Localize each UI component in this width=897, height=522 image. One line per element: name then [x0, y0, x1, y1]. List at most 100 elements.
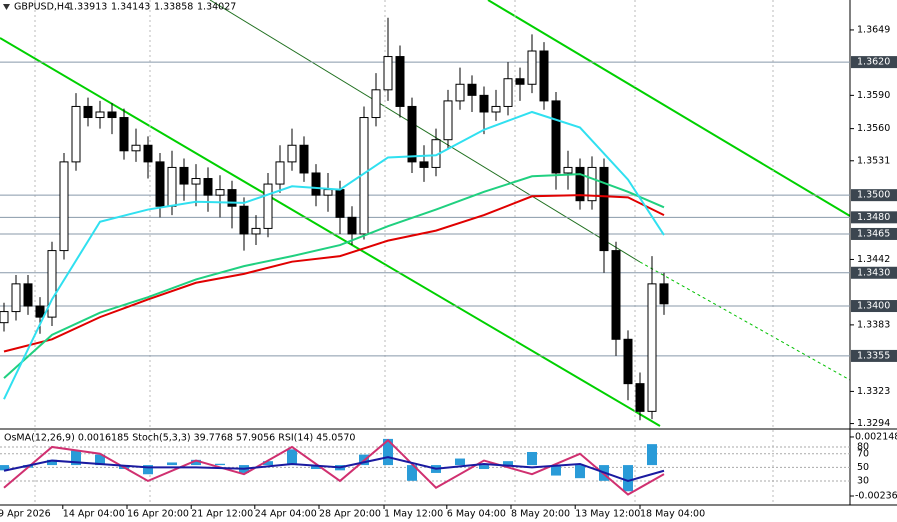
level-box: [851, 227, 897, 240]
candle-body: [299, 144, 309, 174]
trend-lines: [0, 0, 851, 427]
header-value: 1.33858: [154, 2, 193, 13]
indicator-line: [3, 456, 665, 482]
osma-bar: [47, 459, 57, 466]
x-tick-label: 18 May 04:00: [640, 509, 705, 520]
y2-tick-label: 70: [857, 448, 869, 459]
osma-bar: [287, 449, 297, 466]
y2-tick-label: 80: [857, 441, 869, 452]
y-tick-label: 1.3560: [857, 123, 890, 134]
osma-bar: [455, 458, 465, 466]
candle-body: [239, 205, 249, 235]
osma-bar: [311, 465, 321, 470]
y-tick-label: 1.3294: [857, 418, 890, 429]
trend-line: [0, 37, 661, 427]
y-tick-label: 1.3323: [857, 386, 890, 397]
candle-body: [191, 178, 201, 185]
osma-bar: [647, 444, 657, 466]
candle-body: [491, 105, 501, 113]
candle-body: [167, 166, 177, 207]
candle-body: [143, 144, 153, 163]
level-box: [851, 211, 897, 224]
y2-tick-label: 30: [857, 475, 869, 486]
candle-body: [647, 283, 657, 412]
candle-body: [515, 78, 525, 85]
indicator-line: [3, 173, 665, 379]
osma-bar: [95, 454, 105, 466]
candle-body: [83, 105, 93, 119]
y-tick-label: 1.3383: [857, 319, 890, 330]
candle-body: [527, 50, 537, 85]
y-tick-label: 1.3442: [857, 254, 890, 265]
candle-body: [107, 111, 117, 119]
y2-tick-label: 50: [857, 462, 869, 473]
candle-body: [119, 117, 129, 152]
osma-bar: [407, 465, 417, 481]
y-tick-label: 0.0021487: [855, 431, 897, 442]
level-box: [851, 56, 897, 69]
osma-bar: [0, 465, 9, 471]
osma-bar: [263, 461, 273, 466]
indicator-title: OsMA(12,26,9) 0.0016185 Stoch(5,3,3) 39.…: [4, 433, 355, 444]
osma-bar: [167, 462, 177, 466]
indicator-line: [3, 438, 665, 496]
candle-body: [131, 144, 141, 152]
trend-line: [487, 0, 851, 217]
header-value: 1.34143: [111, 2, 150, 13]
level-box: [851, 349, 897, 362]
candle-body: [551, 100, 561, 174]
candle-body: [635, 383, 645, 412]
indicator-line: [3, 110, 665, 400]
x-tick-label: 8 May 20:00: [511, 509, 570, 520]
candle-body: [215, 189, 225, 196]
candle-body: [251, 227, 261, 235]
trend-line: [209, 0, 641, 263]
level-box: [851, 266, 897, 279]
candle-body: [227, 189, 237, 207]
osma-bar: [503, 461, 513, 466]
candle-body: [0, 311, 9, 324]
candle-body: [35, 305, 45, 318]
osma-bar: [191, 459, 201, 466]
header-value: 1.33913: [68, 2, 107, 13]
candle-body: [479, 94, 489, 113]
x-tick-label: 16 Apr 20:00: [127, 509, 189, 520]
candle-body: [263, 183, 273, 229]
candle-body: [179, 166, 189, 185]
level-label: 1.3620: [857, 57, 890, 68]
x-tick-label: 9 Apr 2026: [0, 509, 51, 520]
osma-bar: [551, 465, 561, 476]
osma-bar: [479, 465, 489, 470]
x-tick-label: 1 May 12:00: [384, 509, 443, 520]
candle-body: [587, 166, 597, 202]
candle-body: [95, 111, 105, 119]
candle-body: [383, 56, 393, 91]
osma-bar: [71, 450, 81, 466]
candle-body: [311, 172, 321, 196]
x-tick-label: 21 Apr 12:00: [191, 509, 253, 520]
x-tick-label: 28 Apr 20:00: [319, 509, 381, 520]
candle-body: [659, 283, 669, 305]
candle-body: [71, 105, 81, 163]
candle-body: [575, 166, 585, 202]
day-separators: [34, 0, 774, 505]
candle-body: [539, 50, 549, 102]
candle-body: [335, 189, 345, 218]
level-label: 1.3500: [857, 190, 890, 201]
level-label: 1.3480: [857, 212, 890, 223]
osma-bar: [575, 465, 585, 479]
osma-bar: [143, 465, 153, 475]
osma-bar: [623, 465, 633, 492]
y-tick-label: 1.3590: [857, 90, 890, 101]
candle-body: [47, 250, 57, 318]
candle-body: [287, 144, 297, 163]
y-tick-label: -0.002361: [855, 490, 897, 501]
x-tick-label: 24 Apr 04:00: [255, 509, 317, 520]
candle-body: [563, 166, 573, 174]
y-tick-label: 1.3649: [857, 24, 890, 35]
x-tick-label: 14 Apr 04:00: [63, 509, 125, 520]
menu-icon: [3, 4, 10, 10]
candle-body: [455, 83, 465, 102]
candle-body: [275, 161, 285, 185]
